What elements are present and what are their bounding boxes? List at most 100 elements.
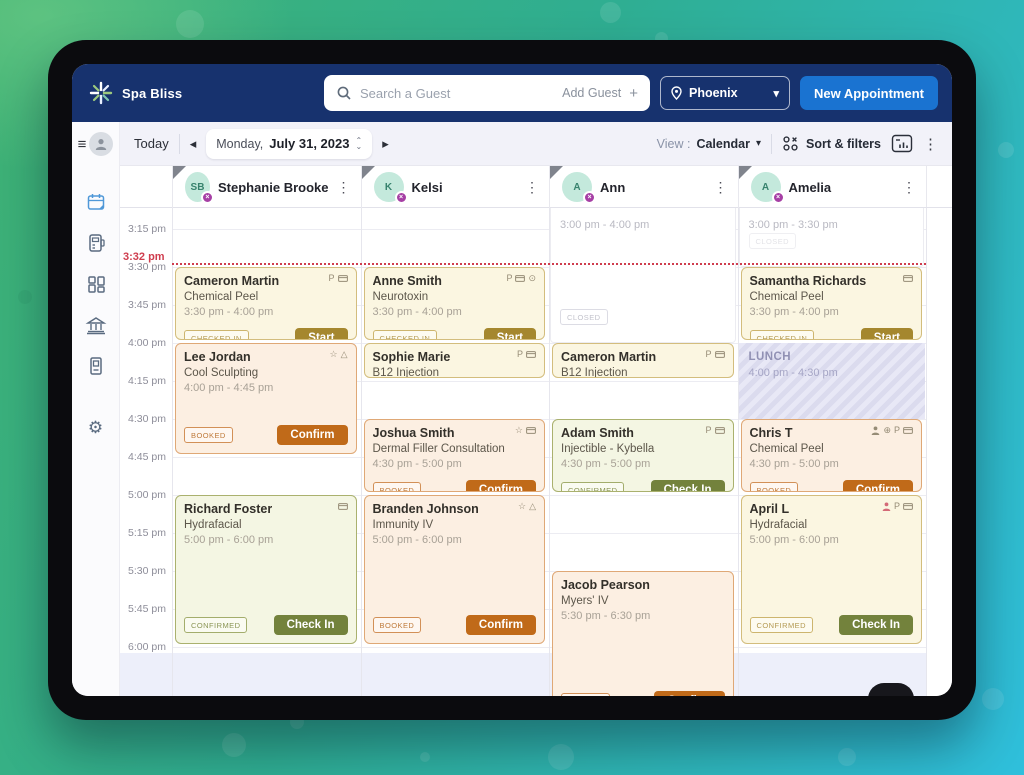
start-button[interactable]: Start (295, 328, 348, 339)
sidebar-item-pos[interactable] (84, 231, 108, 255)
sidebar-item-calendar[interactable] (84, 190, 108, 214)
card-footer: BOOKED Confirm (561, 691, 725, 696)
menu-icon[interactable]: ≡ (77, 135, 87, 153)
confirm-button[interactable]: Confirm (465, 615, 536, 635)
time-label: 4:45 pm (128, 451, 166, 463)
guest-name: Samantha Richards (749, 274, 867, 288)
staff-avatar[interactable]: SB × (185, 172, 214, 204)
confirm-button[interactable]: Confirm (465, 480, 536, 491)
appointment-card[interactable]: Joshua Smith ☆ Dermal Filler Consultation 4… (363, 419, 545, 492)
check-in-button[interactable]: Check In (650, 480, 725, 491)
sidebar-item-settings[interactable]: ⚙ (84, 416, 108, 440)
date-stepper-icon[interactable]: ⌃ ⌄ (355, 135, 363, 151)
card-icons: P (878, 502, 913, 511)
staff-menu-button[interactable]: ⋮ (902, 178, 916, 195)
remove-staff-badge[interactable]: × (771, 191, 785, 204)
card-footer: BOOKED Confirm (184, 425, 348, 445)
staff-avatar[interactable]: A × (562, 172, 596, 204)
staff-column-header: SB × Stephanie Brooke ⋮ (172, 166, 361, 208)
card-icons: ☆ △ (514, 502, 536, 511)
staff-avatar[interactable]: K × (373, 172, 408, 204)
calendar-icon (87, 194, 104, 210)
view-label: View : (656, 136, 691, 151)
previous-day-button[interactable]: ◂ (189, 136, 197, 151)
sidebar-item-dashboard[interactable] (84, 272, 108, 296)
appointment-card[interactable]: Anne Smith P ⊙ Neurotoxin 3:30 pm - 4:00 pm C… (363, 267, 545, 340)
appointment-card[interactable]: Adam Smith P Injectible - Kybella 4:30 pm -… (552, 419, 734, 492)
tri-icon: △ (340, 349, 348, 359)
p-icon: P (516, 349, 523, 359)
sidebar-profile[interactable]: ≡ (78, 132, 114, 156)
sidebar-item-bank[interactable] (84, 313, 108, 337)
appointment-card[interactable]: Chris T ⊕ P Chemical Peel 4:30 pm - 5:00 pm B… (740, 419, 922, 492)
check-in-button[interactable]: Check In (273, 615, 348, 635)
remove-staff-badge[interactable]: × (200, 191, 214, 204)
today-button[interactable]: Today (134, 136, 169, 151)
start-button[interactable]: Start (860, 328, 913, 339)
left-sidebar: ≡ (72, 122, 120, 696)
appointment-time: 4:30 pm - 5:00 pm (372, 458, 462, 470)
lotus-logo-icon (89, 81, 113, 105)
appointment-time: 3:30 pm - 4:00 pm (749, 306, 839, 318)
sidebar-item-kiosk[interactable] (84, 354, 108, 378)
search-input[interactable] (359, 85, 555, 101)
appointment-time: 5:00 pm - 6:00 pm (749, 534, 839, 546)
toolbar-menu-button[interactable]: ⋮ (923, 135, 938, 153)
guest-name: Sophie Marie (372, 350, 451, 364)
appointment-card[interactable]: Samantha Richards Chemical Peel 3:30 pm - … (740, 267, 922, 340)
location-dropdown[interactable]: Phoenix ▾ (659, 76, 790, 110)
confirm-button[interactable]: Confirm (654, 691, 725, 696)
add-guest-button[interactable]: Add Guest + (562, 84, 638, 102)
check-in-button[interactable]: Check In (839, 615, 913, 635)
tri-icon: △ (529, 501, 536, 511)
staff-column-header: A × Ann ⋮ (549, 166, 738, 208)
card-header: April L P (750, 502, 914, 516)
next-day-button[interactable]: ▸ (382, 136, 389, 151)
user-avatar[interactable] (89, 132, 114, 156)
staff-menu-button[interactable]: ⋮ (336, 178, 351, 195)
date-picker[interactable]: Monday, July 31, 2023 ⌃ ⌄ (206, 128, 373, 159)
appointment-card[interactable]: Lee Jordan ☆ △ Cool Sculpting 4:00 pm - 4:45… (175, 343, 357, 454)
person-icon (871, 426, 880, 435)
remove-staff-badge[interactable]: × (583, 191, 596, 204)
card-header: Cameron Martin P (561, 350, 725, 364)
staff-menu-button[interactable]: ⋮ (525, 178, 539, 195)
search-icon (337, 86, 351, 100)
appointment-card[interactable]: April L P Hydrafacial 5:00 pm - 6:00 pm CONF… (740, 495, 922, 644)
staff-column-header: K × Kelsi ⋮ (360, 166, 550, 208)
staff-menu-button[interactable]: ⋮ (713, 178, 728, 195)
appointment-card[interactable]: Jacob Pearson Myers' IV 5:30 pm - 6:30 pm B… (552, 571, 734, 696)
status-badge: CHECKED IN (184, 330, 249, 339)
confirm-button[interactable]: Confirm (842, 480, 913, 491)
card-footer: BOOKED Confirm (372, 480, 536, 491)
card-footer: CHECKED IN Start (372, 328, 536, 339)
appointment-card[interactable]: Cameron Martin P Chemical Peel 3:30 pm - 4:… (175, 267, 357, 340)
staff-avatar[interactable]: A × (750, 172, 785, 204)
p-icon: P (893, 425, 900, 435)
time-label: 3:45 pm (128, 299, 166, 311)
confirm-button[interactable]: Confirm (277, 425, 348, 445)
appointment-card[interactable]: Branden Johnson ☆ △ Immunity IV 5:00 pm - 6:… (363, 495, 545, 644)
appointment-card[interactable]: Richard Foster Hydrafacial 5:00 pm - 6:00 … (175, 495, 357, 644)
appointment-time: 4:30 pm - 5:00 pm (561, 458, 651, 470)
remove-staff-badge[interactable]: × (394, 191, 408, 204)
appointment-time: 5:30 pm - 6:30 pm (561, 610, 651, 622)
brand-logo: Spa Bliss (88, 80, 182, 106)
card-header: Joshua Smith ☆ (373, 426, 537, 440)
reports-button[interactable] (891, 134, 913, 153)
staff-header-row: SB × Stephanie Brooke ⋮ K × Kelsi ⋮ A × Ann ⋮ A × Amel… (120, 166, 952, 208)
new-appointment-button[interactable]: New Appointment (799, 76, 938, 110)
star-icon: ☆ (514, 425, 523, 435)
start-button[interactable]: Start (483, 328, 536, 339)
view-selector[interactable]: View : Calendar ▾ (657, 137, 761, 151)
card-footer: CHECKED IN Start (184, 328, 348, 339)
card-header: Samantha Richards (750, 274, 914, 288)
column-divider (172, 208, 173, 696)
sort-filters-button[interactable]: Sort & filters (782, 135, 881, 152)
brand-name: Spa Bliss (122, 85, 183, 101)
column-divider (926, 208, 927, 696)
person-icon (96, 139, 107, 150)
guest-search-bar[interactable]: Add Guest + (323, 75, 650, 111)
